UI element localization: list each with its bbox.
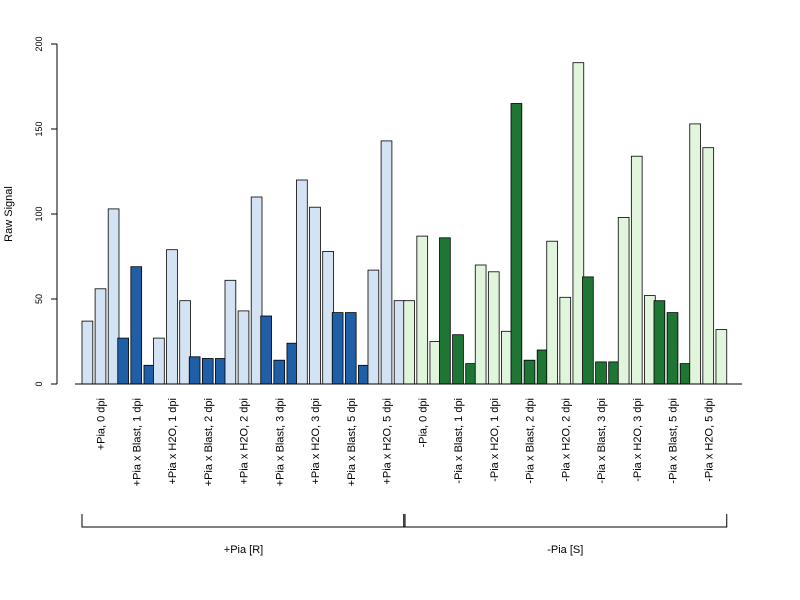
group-bracket	[81, 514, 406, 528]
y-tick-label: 50	[34, 294, 44, 304]
bar	[188, 356, 201, 385]
bar	[380, 140, 393, 385]
y-tick-label: 150	[34, 121, 44, 136]
category-labels: +Pia, 0 dpi +Pia x Blast, 1 dpi +Pia x H2O…	[96, 398, 716, 486]
category-label: -Pia x H2O, 2 dpi	[560, 398, 572, 482]
bar	[94, 288, 107, 385]
bar	[487, 271, 500, 385]
bar	[296, 179, 308, 385]
bar	[331, 312, 344, 385]
bar	[224, 279, 237, 385]
bar	[344, 312, 357, 385]
category-label: -Pia x H2O, 5 dpi	[703, 398, 715, 482]
bar	[273, 359, 286, 385]
y-tick-label: 200	[34, 36, 44, 51]
bar	[260, 315, 272, 385]
bar	[582, 276, 594, 385]
y-axis: 0 50 100 150 200	[34, 36, 58, 387]
category-label: +Pia x H2O, 3 dpi	[310, 398, 322, 485]
bar	[653, 300, 666, 385]
category-label: +Pia x Blast, 3 dpi	[274, 398, 286, 486]
bar	[617, 216, 630, 385]
category-label: +Pia x Blast, 1 dpi	[131, 398, 143, 486]
bar	[715, 329, 728, 385]
category-label: -Pia x Blast, 3 dpi	[596, 398, 608, 484]
group-label: +Pia [R]	[224, 544, 263, 556]
bar	[81, 320, 94, 385]
y-tick-label: 0	[34, 381, 44, 386]
y-tick-label: 100	[34, 206, 44, 221]
group-bracket	[403, 514, 728, 528]
bar	[117, 337, 129, 385]
category-label: +Pia x H2O, 1 dpi	[167, 398, 179, 485]
bar	[452, 334, 464, 385]
category-label: -Pia x Blast, 1 dpi	[453, 398, 465, 484]
category-label: -Pia, 0 dpi	[417, 398, 429, 448]
bar	[666, 312, 679, 385]
bar	[153, 337, 165, 385]
bar	[237, 310, 250, 385]
bar	[130, 266, 143, 385]
category-label: -Pia x Blast, 5 dpi	[668, 398, 680, 484]
bar	[523, 359, 536, 385]
bar	[546, 240, 558, 385]
bar	[416, 235, 429, 385]
bar	[702, 147, 715, 385]
category-label: -Pia x H2O, 3 dpi	[632, 398, 644, 482]
y-axis-label: Raw Signal	[3, 186, 15, 242]
bar	[201, 358, 214, 385]
category-label: +Pia x Blast, 2 dpi	[203, 398, 215, 486]
bars	[81, 62, 728, 385]
category-label: -Pia x Blast, 2 dpi	[525, 398, 537, 484]
category-label: -Pia x H2O, 1 dpi	[489, 398, 501, 482]
bar	[595, 361, 607, 385]
bar	[439, 237, 451, 385]
bar	[309, 206, 321, 385]
bar	[510, 103, 523, 385]
bar	[630, 155, 643, 385]
bar	[166, 249, 178, 385]
category-label: +Pia x Blast, 5 dpi	[346, 398, 358, 486]
bar	[474, 264, 487, 385]
bar	[689, 123, 701, 385]
bar	[367, 269, 380, 385]
bar	[559, 296, 572, 385]
group-brackets: +Pia [R] -Pia [S]	[81, 514, 728, 556]
bar	[403, 300, 415, 385]
category-label: +Pia x H2O, 2 dpi	[239, 398, 251, 485]
group-label: -Pia [S]	[547, 544, 583, 556]
category-label: +Pia x H2O, 5 dpi	[382, 398, 394, 485]
category-label: +Pia, 0 dpi	[96, 398, 108, 450]
